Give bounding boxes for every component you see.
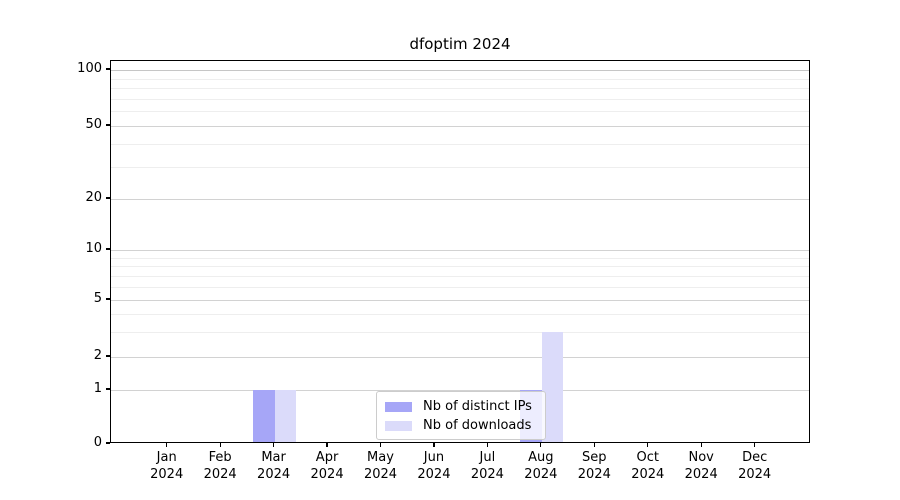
x-tick-label: Nov 2024 (684, 450, 718, 482)
x-tick (540, 443, 542, 447)
legend-swatch (385, 401, 412, 412)
x-tick (166, 443, 168, 447)
y-tick-label: 2 (93, 348, 102, 363)
gridline-minor (111, 88, 809, 90)
gridline-minor (111, 286, 809, 288)
x-tick-label: Oct 2024 (631, 450, 665, 482)
gridline-major (111, 250, 809, 251)
x-tick (593, 443, 595, 447)
legend: Nb of distinct IPs Nb of downloads (376, 391, 546, 440)
gridline-minor (111, 111, 809, 113)
y-tick (106, 248, 110, 250)
bar-downloads (541, 331, 564, 442)
y-tick (106, 197, 110, 199)
legend-item: Nb of downloads (385, 416, 537, 435)
x-tick-label: Sep 2024 (577, 450, 611, 482)
x-tick-label: Mar 2024 (257, 450, 291, 482)
bar-distinct-ips (253, 390, 275, 442)
x-tick-label: Aug 2024 (524, 450, 558, 482)
gridline-minor (111, 266, 809, 268)
y-tick-label: 10 (85, 241, 102, 256)
legend-item: Nb of distinct IPs (385, 397, 537, 416)
y-tick (106, 124, 110, 126)
y-tick-label: 5 (93, 291, 102, 306)
x-tick-label: Dec 2024 (738, 450, 772, 482)
x-tick (700, 443, 702, 447)
gridline-minor (111, 257, 809, 259)
gridline-major (111, 300, 809, 301)
x-tick (433, 443, 435, 447)
x-tick-label: Jan 2024 (150, 450, 184, 482)
bar-downloads (274, 390, 296, 442)
plot-area (110, 60, 810, 443)
y-tick-label: 100 (77, 61, 102, 76)
x-tick (219, 443, 221, 447)
gridline-minor (111, 331, 809, 333)
gridline-minor (111, 98, 809, 100)
y-tick (106, 355, 110, 357)
y-tick-label: 50 (85, 117, 102, 132)
legend-label: Nb of distinct IPs (423, 399, 532, 414)
x-tick (326, 443, 328, 447)
gridline-minor (111, 166, 809, 168)
gridline-minor (111, 78, 809, 80)
gridline-minor (111, 143, 809, 145)
x-tick-label: Feb 2024 (203, 450, 237, 482)
y-tick (106, 388, 110, 390)
x-tick (647, 443, 649, 447)
gridline-major (111, 126, 809, 127)
x-tick (379, 443, 382, 447)
y-tick (106, 68, 110, 70)
gridline-major (111, 357, 809, 358)
y-tick (106, 298, 110, 300)
gridline-minor (111, 275, 809, 277)
x-tick-label: Jun 2024 (417, 450, 451, 482)
gridline-minor (111, 313, 809, 315)
gridline-major (111, 390, 809, 391)
x-tick-label: Apr 2024 (310, 450, 344, 482)
chart-title: dfoptim 2024 (409, 35, 511, 53)
y-tick-label: 1 (93, 381, 102, 396)
legend-swatch (385, 420, 412, 431)
x-tick (486, 443, 488, 447)
x-tick (754, 443, 756, 447)
x-tick-label: May 2024 (363, 450, 398, 482)
gridline-major (111, 70, 809, 71)
x-tick (273, 443, 275, 447)
legend-label: Nb of downloads (423, 418, 532, 433)
y-tick-label: 0 (93, 435, 102, 450)
gridline-major (111, 199, 809, 200)
y-tick-label: 20 (85, 190, 102, 205)
x-tick-label: Jul 2024 (470, 450, 504, 482)
y-tick (106, 442, 110, 444)
